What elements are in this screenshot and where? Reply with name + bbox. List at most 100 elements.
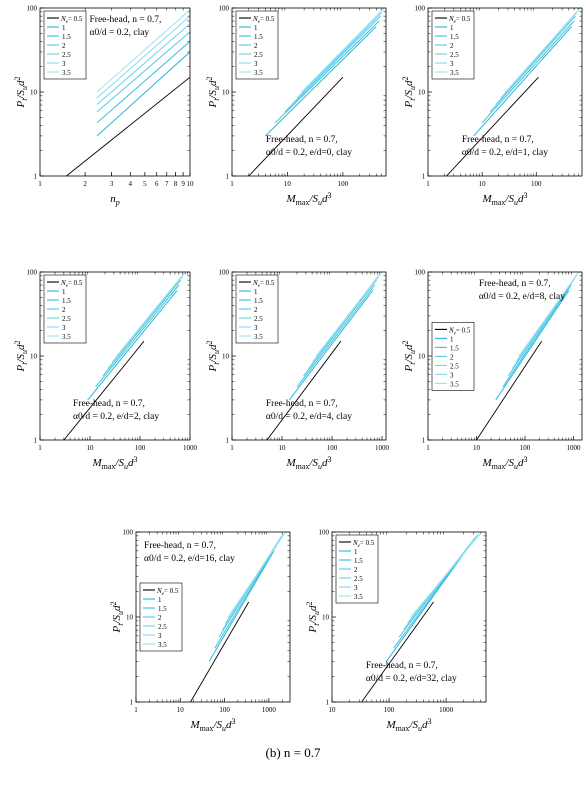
x-tick-label: 7	[165, 180, 169, 188]
x-tick-label: 3	[110, 180, 114, 188]
y-tick-label: 10	[322, 614, 330, 622]
minor-ticks	[40, 272, 190, 440]
series-line-1.5	[502, 284, 572, 388]
y-tick-label: 100	[219, 5, 230, 13]
x-tick-label: 1	[38, 180, 42, 188]
x-tick-label: 6	[155, 180, 159, 188]
x-axis-label: Mmax/Sud3	[481, 191, 527, 207]
legend-title: Ne= 0.5	[156, 587, 179, 597]
x-tick-label: 10	[187, 180, 195, 188]
y-tick-label: 100	[219, 269, 230, 277]
series-line-0.5	[476, 340, 542, 440]
minor-ticks	[232, 272, 386, 440]
series-group	[190, 532, 287, 702]
minor-ticks	[428, 8, 582, 176]
series-line-2	[102, 279, 181, 377]
legend-entry: 3	[450, 371, 454, 379]
legend-title: Ne= 0.5	[252, 279, 275, 289]
series-line-0.5	[248, 76, 344, 176]
y-tick-label: 1	[422, 173, 426, 181]
series-line-1	[288, 290, 374, 401]
legend-entry: 3.5	[62, 69, 71, 77]
series-group	[476, 272, 580, 440]
series-line-3.5	[518, 272, 580, 357]
legend-entry: 1.5	[450, 344, 459, 352]
series-line-0.5	[190, 601, 250, 702]
x-axis-label: Mmax/Sud3	[285, 191, 331, 207]
annotation-line-1: Free-head, n = 0.7,	[462, 135, 534, 145]
y-tick-label: 10	[126, 614, 134, 622]
legend-entry: 3	[254, 324, 258, 332]
plot-frame	[331, 531, 487, 703]
plot-frame	[231, 7, 387, 177]
legend-entry: 3	[354, 584, 358, 592]
x-tick-label: 10	[279, 444, 287, 452]
series-line-2.5	[107, 276, 183, 369]
legend-entry: 2.5	[62, 51, 71, 59]
legend-entry: 3	[158, 632, 162, 640]
legend-title: Ne= 0.5	[352, 539, 375, 549]
legend-entry: 1.5	[62, 33, 71, 41]
y-tick-label: 10	[222, 353, 230, 361]
series-line-1.5	[296, 284, 376, 388]
series-line-1	[87, 290, 178, 401]
series-line-1.5	[214, 544, 278, 649]
legend-entry: 1	[254, 24, 258, 32]
y-axis-label: Pt/Sud2	[305, 601, 321, 633]
legend-entry: 2	[450, 353, 454, 361]
annotation-line-2: α0/d = 0.2, e/d=4, clay	[266, 412, 352, 422]
legend-entry: 2	[254, 42, 258, 50]
legend-entry: 2.5	[62, 315, 71, 323]
x-tick-label: 100	[520, 444, 531, 452]
series-line-1	[495, 290, 570, 401]
y-tick-label: 10	[418, 89, 426, 97]
x-tick-label: 1000	[566, 444, 581, 452]
minor-ticks	[136, 532, 290, 702]
y-tick-label: 100	[27, 5, 38, 13]
y-axis-label: Pt/Sud2	[205, 340, 221, 372]
x-axis-label: Mmax/Sud3	[189, 717, 235, 733]
plot-frame	[39, 271, 191, 441]
series-line-0.5	[63, 340, 145, 440]
x-axis-label: Mmax/Sud3	[481, 455, 527, 471]
legend-entry: 1	[254, 288, 258, 296]
x-tick-label: 10	[473, 444, 481, 452]
annotation-line-2: α0/d = 0.2, e/d=32, clay	[366, 674, 457, 684]
series-line-2	[303, 279, 377, 377]
x-tick-label: 10	[177, 706, 185, 714]
minor-ticks	[428, 272, 582, 440]
legend-entry: 1	[62, 24, 66, 32]
x-axis-label: Mmax/Sud3	[385, 717, 431, 733]
legend-entry: 3.5	[254, 333, 263, 341]
legend-entry: 2	[354, 566, 358, 574]
x-axis-label: Mmax/Sud3	[285, 455, 331, 471]
legend-entry: 2.5	[254, 51, 263, 59]
series-line-3.5	[301, 8, 385, 93]
annotation-line-1: Free-head, n = 0.7,	[479, 279, 551, 289]
legend-entry: 1	[158, 596, 162, 604]
x-tick-label: 100	[338, 180, 349, 188]
x-tick-label: 1000	[262, 706, 277, 714]
x-tick-label: 1	[230, 180, 234, 188]
x-tick-label: 1	[426, 180, 430, 188]
y-tick-label: 10	[418, 353, 426, 361]
y-tick-label: 100	[415, 269, 426, 277]
legend-entry: 3	[254, 60, 258, 68]
series-line-1.5	[96, 41, 190, 124]
series-group	[361, 532, 483, 702]
y-tick-label: 100	[415, 5, 426, 13]
legend-entry: 3.5	[354, 593, 363, 601]
x-tick-label: 10	[284, 180, 292, 188]
series-line-3.5	[315, 272, 383, 357]
y-tick-label: 10	[30, 89, 38, 97]
legend-entry: 1.5	[62, 297, 71, 305]
x-tick-label: 4	[129, 180, 133, 188]
y-tick-label: 1	[226, 437, 230, 445]
annotation-line-2: α0/d = 0.2, e/d=8, clay	[479, 292, 565, 302]
legend-entry: 3.5	[450, 69, 459, 77]
legend-entry: 3.5	[254, 69, 263, 77]
